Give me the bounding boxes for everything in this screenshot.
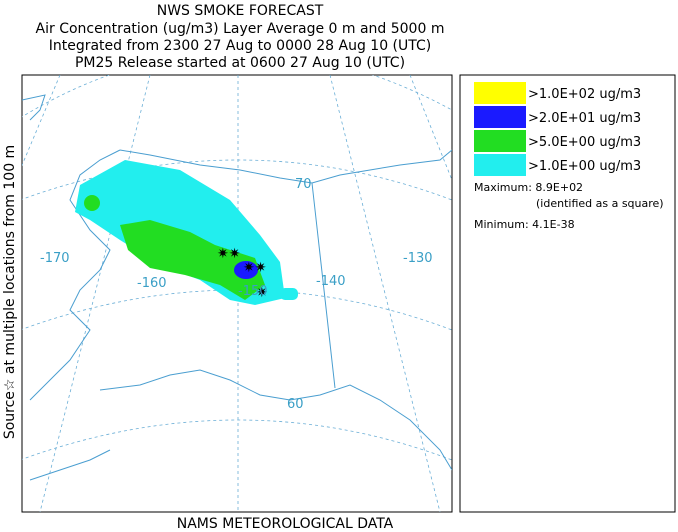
map: ✷✷✷✷✷ -170 -160 -150 -140 -130 70 60: [22, 75, 452, 512]
coastline: [22, 94, 452, 481]
svg-text:✷: ✷: [256, 285, 268, 301]
map-label: -140: [316, 274, 346, 289]
legend: >1.0E+02 ug/m3 >2.0E+01 ug/m3 >5.0E+00 ug/…: [474, 82, 641, 176]
legend-label: >1.0E+00 ug/m3: [528, 159, 641, 174]
legend-label: >2.0E+01 ug/m3: [528, 111, 641, 126]
legend-swatch: [474, 154, 526, 176]
map-label: -130: [403, 251, 433, 266]
title: NWS SMOKE FORECAST: [157, 3, 324, 19]
plume-mid: [120, 220, 265, 300]
plume-mid: [84, 195, 100, 211]
subtitle: Air Concentration (ug/m3) Layer Average …: [36, 21, 445, 37]
map-label: -150: [238, 284, 268, 299]
subtitle: PM25 Release started at 0600 27 Aug 10 (…: [75, 55, 405, 71]
footer: NAMS METEOROLOGICAL DATA: [177, 516, 394, 532]
legend-swatch: [474, 106, 526, 128]
legend-label: >5.0E+00 ug/m3: [528, 135, 641, 150]
graticule: [22, 75, 61, 167]
max-note: (identified as a square): [536, 197, 664, 210]
plume-high: [234, 261, 258, 279]
legend-swatch: [474, 130, 526, 152]
sources: ✷✷✷✷✷: [217, 246, 268, 301]
graticule: [22, 419, 452, 461]
subtitle: Integrated from 2300 27 Aug to 0000 28 A…: [49, 38, 432, 54]
side-label: Source☆ at multiple locations from 100 m: [2, 145, 18, 439]
map-label: -170: [40, 251, 70, 266]
graticule: [409, 75, 452, 181]
plume-low: [280, 288, 298, 300]
svg-text:✷✷: ✷✷: [243, 260, 267, 276]
map-label: -160: [137, 276, 167, 291]
legend-label: >1.0E+02 ug/m3: [528, 87, 641, 102]
maximum: Maximum: 8.9E+02: [474, 181, 583, 194]
map-label: 60: [287, 397, 304, 412]
legend-swatch: [474, 82, 526, 104]
svg-text:✷✷: ✷✷: [217, 246, 241, 262]
map-label: 70: [295, 177, 312, 192]
minimum: Minimum: 4.1E-38: [474, 218, 575, 231]
